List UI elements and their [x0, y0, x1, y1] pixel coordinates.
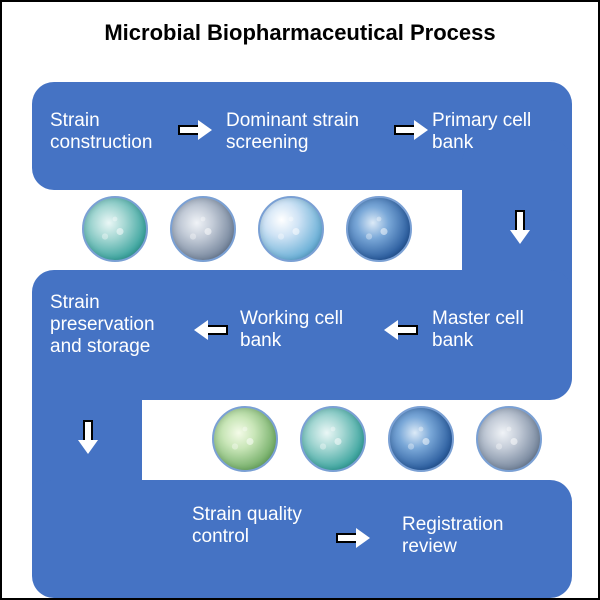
arrow-icon: [384, 320, 418, 340]
step-primary-cell-bank: Primary cell bank: [432, 110, 552, 154]
arrow-icon: [78, 420, 98, 454]
petri-dish-icon: [388, 406, 454, 472]
diagram-canvas: Strain construction Dominant strain scre…: [2, 60, 598, 600]
petri-dish-icon: [300, 406, 366, 472]
petri-dish-icon: [82, 196, 148, 262]
step-strain-construction: Strain construction: [50, 110, 180, 154]
petri-dish-icon: [212, 406, 278, 472]
arrow-icon: [194, 320, 228, 340]
step-dominant-screening: Dominant strain screening: [226, 110, 396, 154]
arrow-icon: [510, 210, 530, 244]
step-quality-control: Strain quality control: [192, 504, 312, 548]
petri-dish-icon: [346, 196, 412, 262]
arrow-icon: [178, 120, 212, 140]
arrow-icon: [336, 528, 370, 548]
step-registration-review: Registration review: [402, 514, 542, 558]
petri-dish-icon: [476, 406, 542, 472]
step-preservation-storage: Strain preservation and storage: [50, 292, 190, 358]
page-title: Microbial Biopharmaceutical Process: [2, 2, 598, 60]
step-master-cell-bank: Master cell bank: [432, 308, 552, 352]
arrow-icon: [394, 120, 428, 140]
petri-dish-icon: [170, 196, 236, 262]
step-working-cell-bank: Working cell bank: [240, 308, 370, 352]
petri-dish-icon: [258, 196, 324, 262]
